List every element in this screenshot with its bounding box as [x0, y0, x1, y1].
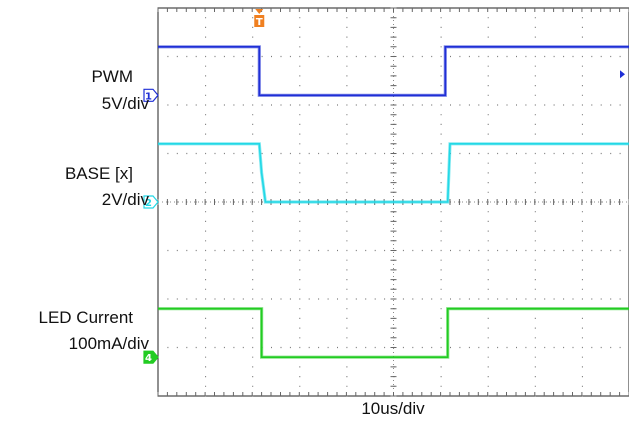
channel-marker-shape: [143, 350, 159, 364]
led-current-name-label: LED Current: [38, 308, 133, 327]
channel-marker-number: 1: [145, 91, 152, 102]
trace-1: [158, 143, 629, 203]
channel-markers: 1 2 4: [143, 70, 625, 364]
traces: [158, 45, 629, 359]
led-current-scale-label: 100mA/div: [68, 334, 149, 353]
pwm-name-label: PWM: [91, 67, 133, 86]
channel-2-marker: 2: [143, 195, 159, 209]
trigger-marker: T: [254, 9, 265, 28]
graticule: [157, 7, 629, 397]
channel-marker-shape: [143, 88, 159, 102]
trace-2: [158, 307, 629, 358]
reference-arrow-icon: [620, 70, 625, 79]
channel-4-marker: 4: [143, 350, 159, 364]
channel-marker-number: 2: [145, 198, 152, 209]
channel-marker-number: 4: [145, 353, 152, 364]
pwm-scale-label: 5V/div: [101, 94, 149, 113]
trace-0: [158, 46, 629, 97]
timebase-label: 10us/div: [361, 399, 425, 418]
channel-marker-shape: [143, 195, 159, 209]
trigger-box: [254, 15, 265, 27]
base-scale-label: 2V/div: [101, 190, 149, 209]
base-name-label: BASE [x]: [64, 164, 133, 183]
trigger-arrow-icon: [255, 9, 264, 14]
trigger-letter: T: [256, 17, 263, 28]
channel-1-marker: 1: [143, 88, 159, 102]
